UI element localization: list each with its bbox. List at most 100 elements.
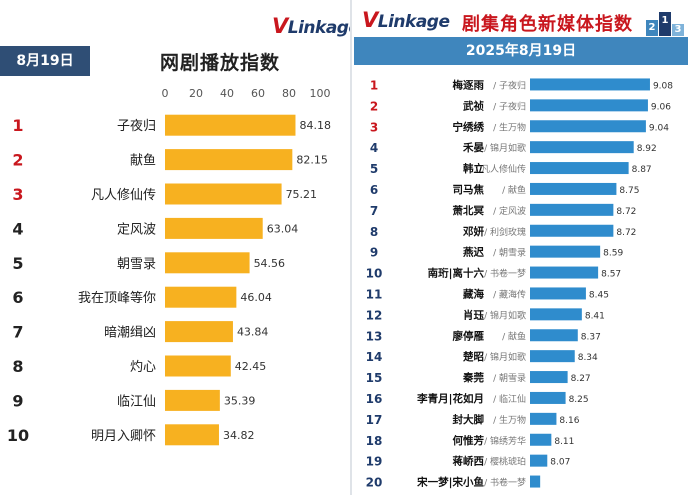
rank-number: 8 — [12, 357, 23, 376]
bar — [165, 217, 263, 239]
value-label: 8.07 — [550, 458, 570, 468]
category-label: 定风波 — [117, 222, 156, 237]
category-label: 临江仙 — [117, 394, 156, 409]
value-label: 75.21 — [286, 188, 318, 201]
character-label: 宋一梦|宋小鱼 — [416, 476, 484, 489]
rank-number: 9 — [370, 246, 378, 260]
category-label: 子夜归 — [117, 119, 156, 134]
value-label: 8.57 — [601, 270, 621, 280]
bar — [165, 114, 296, 136]
drama-label: / 朝雪录 — [493, 373, 526, 384]
rank-number: 5 — [12, 254, 23, 273]
value-label: 8.72 — [616, 228, 636, 238]
bar — [530, 120, 646, 133]
bar — [530, 329, 578, 342]
logo-text: Linkage — [287, 18, 352, 38]
value-label: 8.37 — [581, 332, 601, 342]
right-chart-title: 剧集角色新媒体指数 — [462, 14, 633, 35]
drama-label: / 樱桃琥珀 — [484, 456, 526, 468]
rank-number: 12 — [366, 308, 383, 322]
value-label: 8.59 — [603, 249, 623, 259]
value-label: 63.04 — [267, 222, 299, 235]
bar — [530, 475, 541, 488]
character-label: 肖珏 — [463, 308, 484, 321]
character-label: 何惟芳 — [453, 434, 485, 447]
character-label: 武祯 — [463, 99, 484, 112]
category-label: 灼心 — [130, 360, 156, 375]
character-label: 秦莞 — [462, 371, 484, 384]
rank-number: 6 — [370, 183, 378, 197]
bar — [530, 287, 586, 300]
rank-number: 20 — [366, 476, 383, 490]
character-label: 宁绣绣 — [453, 120, 485, 133]
value-label: 8.25 — [569, 395, 589, 405]
value-label: 54.56 — [254, 257, 286, 270]
drama-label: / 书卷一梦 — [484, 477, 526, 489]
x-tick-label: 60 — [251, 87, 265, 100]
logo-text: Linkage — [377, 12, 450, 32]
character-label: 南珩|离十六 — [428, 267, 485, 280]
podium-icon: 2 1 3 — [646, 10, 686, 36]
value-label: 46.04 — [240, 291, 272, 304]
bar — [530, 391, 566, 404]
value-label: 8.87 — [632, 165, 652, 175]
rank-number: 10 — [366, 267, 383, 281]
vlinkage-logo: VLinkage — [362, 8, 450, 32]
value-label: 8.92 — [637, 144, 657, 154]
right-panel: VLinkage 剧集角色新媒体指数 2 1 3 2025年8月19日 1 / 子… — [352, 0, 690, 495]
value-label: 8.11 — [554, 437, 574, 447]
x-tick-label: 0 — [162, 87, 169, 100]
character-label: 司马焦 — [453, 183, 485, 196]
value-label: 82.15 — [296, 154, 328, 167]
bar — [530, 162, 629, 175]
drama-label: / 临江仙 — [493, 393, 526, 405]
rank-number: 3 — [370, 120, 378, 134]
rank-number: 4 — [12, 219, 23, 238]
bar — [165, 149, 293, 171]
character-label: 封大脚 — [453, 413, 485, 426]
value-label: 8.72 — [616, 207, 636, 217]
character-label: 藏海 — [463, 287, 484, 300]
drama-label: / 献鱼 — [502, 330, 526, 342]
rank-number: 7 — [12, 323, 23, 342]
rank-number: 5 — [370, 162, 378, 176]
category-label: 朝雪录 — [117, 257, 156, 272]
bar — [165, 252, 250, 274]
date-banner: 2025年8月19日 — [354, 37, 688, 65]
value-label: 8.27 — [571, 374, 591, 384]
character-label: 邓妍 — [462, 225, 484, 238]
vlinkage-logo: VLinkage — [272, 14, 352, 38]
category-label: 献鱼 — [130, 153, 156, 169]
x-tick-label: 20 — [189, 87, 203, 100]
logo-letter-v: V — [362, 8, 378, 32]
value-label: 8.16 — [559, 416, 579, 426]
character-label: 蒋峤西 — [453, 455, 485, 468]
bar — [165, 286, 237, 308]
drama-label: / 利剑玫瑰 — [484, 226, 526, 238]
value-label: 84.18 — [299, 119, 331, 132]
date-tag: 8月19日 — [0, 46, 90, 76]
drama-label: / 锦月如歌 — [484, 309, 526, 321]
category-label: 明月入卿怀 — [91, 429, 156, 444]
drama-label: / 书卷一梦 — [484, 268, 526, 280]
play-index-chart: 0 20 40 60 80 100 1 子夜归 84.18 2 献鱼 82.15 3 凡人修仙传 75.21… — [7, 87, 331, 446]
rank-number: 14 — [366, 350, 383, 364]
bar — [530, 412, 557, 425]
bar — [530, 350, 575, 363]
bar — [530, 433, 552, 446]
bar — [530, 454, 548, 467]
drama-label: / 朝雪录 — [493, 248, 526, 259]
drama-label: / 子夜归 — [493, 79, 526, 91]
drama-label: / 生万物 — [493, 121, 526, 133]
bar — [530, 224, 614, 237]
character-label: 燕迟 — [463, 246, 484, 259]
bar — [530, 182, 617, 195]
drama-label: / 锦月如歌 — [484, 142, 526, 154]
value-label: 8.75 — [619, 186, 639, 196]
drama-label: / 定风波 — [493, 205, 526, 217]
panel-divider — [350, 0, 353, 495]
value-label: 43.84 — [237, 326, 269, 339]
drama-label: / 生万物 — [493, 414, 526, 426]
character-label: 梅逐雨 — [453, 78, 485, 91]
